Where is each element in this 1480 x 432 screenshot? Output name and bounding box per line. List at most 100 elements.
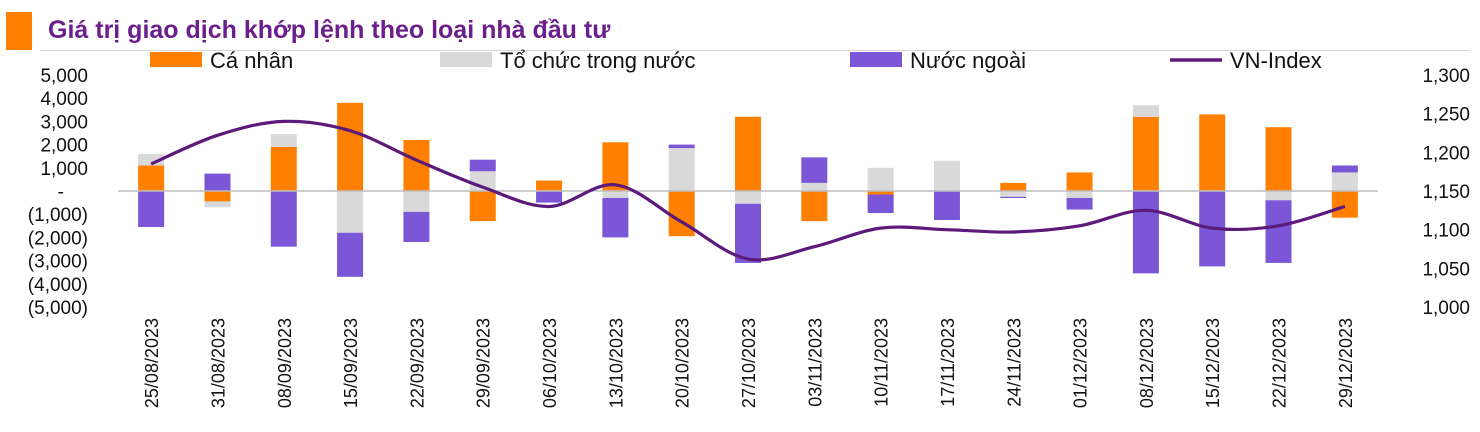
left-axis-tick-label: 5,000 <box>40 66 88 87</box>
bar-ca-nhan <box>735 116 761 191</box>
bar-nuoc-ngoai <box>867 194 894 214</box>
title-divider <box>40 50 1470 51</box>
left-axis-tick-label: 1,000 <box>40 159 88 180</box>
bar-nuoc-ngoai <box>403 211 430 243</box>
bar-ca-nhan <box>867 191 894 195</box>
bar-nuoc-ngoai <box>933 191 960 220</box>
chart-header: Giá trị giao dịch khớp lệnh theo loại nh… <box>0 8 1470 51</box>
left-axis-tick-label: - <box>58 182 64 203</box>
legend-swatch-1 <box>440 52 492 67</box>
x-axis-tick-label: 22/09/2023 <box>407 318 427 408</box>
bar-ca-nhan <box>1000 182 1027 191</box>
bar-to-chuc <box>1331 172 1358 191</box>
bar-to-chuc <box>403 191 430 212</box>
left-axis-tick-label: (2,000) <box>28 228 88 249</box>
x-axis-tick-label: 08/12/2023 <box>1137 318 1157 408</box>
x-axis-tick-label: 15/09/2023 <box>341 318 361 408</box>
bar-to-chuc <box>1000 191 1027 197</box>
right-axis-tick-label: 1,150 <box>1422 182 1470 203</box>
bar-nuoc-ngoai <box>735 203 761 263</box>
bar-to-chuc <box>668 148 695 191</box>
x-axis-tick-label: 15/12/2023 <box>1203 318 1223 408</box>
bar-ca-nhan <box>1265 127 1292 191</box>
vn-index-line <box>150 119 1346 262</box>
bar-nuoc-ngoai <box>1331 165 1358 173</box>
legend-label-3: VN-Index <box>1230 48 1322 73</box>
bar-ca-nhan <box>337 102 364 191</box>
legend-label-0: Cá nhân <box>210 48 293 73</box>
bar-to-chuc <box>735 191 761 204</box>
bar-nuoc-ngoai <box>469 159 496 172</box>
title-accent-mark <box>6 12 32 50</box>
x-axis-tick-label: 27/10/2023 <box>739 318 759 408</box>
bar-to-chuc <box>1066 191 1093 198</box>
left-axis-tick-label: (1,000) <box>28 205 88 226</box>
bar-to-chuc <box>138 153 165 166</box>
legend-swatch-0 <box>150 52 202 67</box>
left-axis-tick-label: (5,000) <box>28 298 88 319</box>
right-axis-tick-label: 1,300 <box>1422 66 1470 87</box>
bar-nuoc-ngoai <box>536 191 563 203</box>
legend-label-2: Nước ngoài <box>910 48 1026 73</box>
x-axis-tick-label: 31/08/2023 <box>208 318 228 408</box>
bar-nuoc-ngoai <box>270 191 297 247</box>
x-axis-tick-label: 13/10/2023 <box>606 318 626 408</box>
left-axis-tick-label: 4,000 <box>40 89 88 110</box>
bar-ca-nhan <box>204 191 231 202</box>
legend-label-1: Tổ chức trong nước <box>500 48 696 73</box>
bar-to-chuc <box>204 201 231 208</box>
x-axis-tick-label: 03/11/2023 <box>805 318 825 407</box>
bar-to-chuc <box>867 167 894 191</box>
right-axis-tick-label: 1,000 <box>1422 298 1470 319</box>
bar-nuoc-ngoai <box>337 232 364 277</box>
bar-nuoc-ngoai <box>1000 196 1027 198</box>
bar-to-chuc <box>933 160 960 191</box>
bar-ca-nhan <box>1331 191 1358 218</box>
right-axis-tick-label: 1,050 <box>1422 259 1470 280</box>
bar-ca-nhan <box>138 165 165 191</box>
bar-ca-nhan <box>469 191 496 222</box>
x-axis-tick-label: 06/10/2023 <box>540 318 560 408</box>
bar-nuoc-ngoai <box>204 173 231 191</box>
right-axis-tick-label: 1,100 <box>1422 221 1470 242</box>
bar-nuoc-ngoai <box>1265 200 1292 263</box>
x-axis-tick-label: 24/11/2023 <box>1004 318 1024 407</box>
left-axis-tick-label: 3,000 <box>40 112 88 133</box>
bar-ca-nhan <box>1132 116 1159 191</box>
chart-title: Giá trị giao dịch khớp lệnh theo loại nh… <box>48 16 611 44</box>
right-axis-tick-label: 1,200 <box>1422 143 1470 164</box>
left-axis-tick-label: 2,000 <box>40 136 88 157</box>
bar-ca-nhan <box>602 142 629 191</box>
x-axis-tick-label: 25/08/2023 <box>142 318 162 408</box>
x-axis-tick-label: 17/11/2023 <box>938 318 958 407</box>
left-axis-tick-label: (4,000) <box>28 275 88 296</box>
bar-nuoc-ngoai <box>668 144 695 149</box>
bar-to-chuc <box>337 191 364 233</box>
bar-nuoc-ngoai <box>1066 197 1093 210</box>
bar-ca-nhan <box>1066 172 1093 191</box>
x-axis-tick-label: 08/09/2023 <box>275 318 295 408</box>
bar-ca-nhan <box>270 146 297 191</box>
bar-ca-nhan <box>668 191 695 237</box>
bar-nuoc-ngoai <box>1132 191 1159 274</box>
bar-to-chuc <box>602 191 629 198</box>
x-axis-tick-label: 01/12/2023 <box>1071 318 1091 408</box>
bar-nuoc-ngoai <box>801 157 828 183</box>
bar-to-chuc <box>270 134 297 147</box>
bar-nuoc-ngoai <box>138 191 165 227</box>
bar-ca-nhan <box>801 191 828 222</box>
bar-to-chuc <box>801 182 828 191</box>
x-axis-tick-label: 20/10/2023 <box>673 318 693 408</box>
x-axis-tick-label: 22/12/2023 <box>1270 318 1290 408</box>
bar-to-chuc <box>1265 191 1292 201</box>
x-axis-tick-label: 10/11/2023 <box>872 318 892 407</box>
right-axis-tick-label: 1,250 <box>1422 105 1470 126</box>
legend-swatch-2 <box>850 52 902 67</box>
left-axis-tick-label: (3,000) <box>28 252 88 273</box>
bar-to-chuc <box>1132 105 1159 117</box>
bar-ca-nhan <box>1199 114 1226 191</box>
x-axis-tick-label: 29/09/2023 <box>474 318 494 408</box>
x-axis-tick-label: 29/12/2023 <box>1336 318 1356 408</box>
bar-ca-nhan <box>536 180 563 191</box>
